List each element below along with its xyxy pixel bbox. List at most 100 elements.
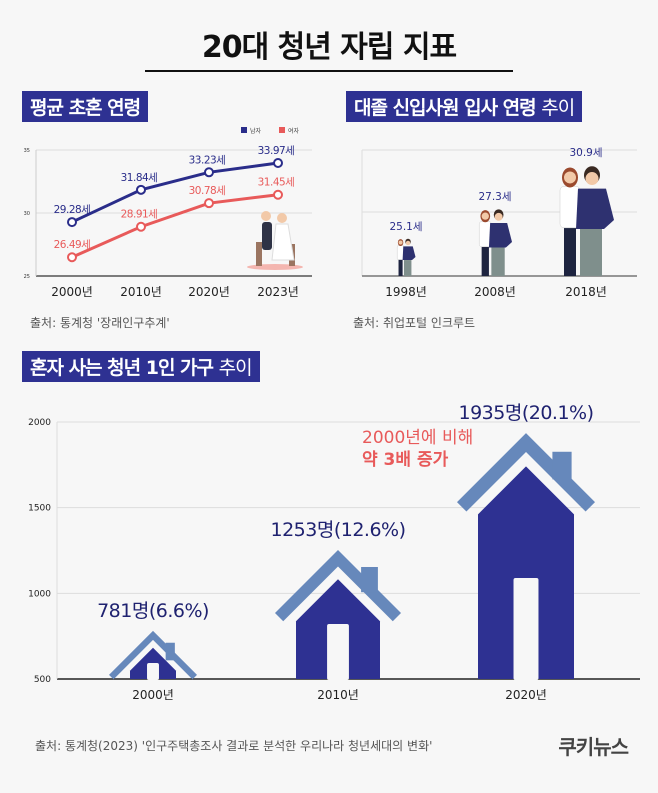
section-title-light: 추이 bbox=[218, 357, 253, 379]
data-label: 28.91세 bbox=[121, 209, 158, 221]
man-pants bbox=[580, 228, 602, 276]
series-line bbox=[71, 193, 279, 259]
data-label: 781명(6.6%) bbox=[97, 600, 209, 622]
house-roof bbox=[109, 630, 197, 680]
annotation-line1: 2000년에 비해 bbox=[362, 428, 474, 448]
data-label: 26.49세 bbox=[54, 239, 91, 251]
house-roof bbox=[275, 549, 401, 622]
woman-pants bbox=[481, 245, 489, 276]
x-tick-label: 2000년 bbox=[51, 285, 93, 299]
data-label: 31.84세 bbox=[121, 172, 158, 184]
data-label: 33.97세 bbox=[258, 145, 295, 157]
data-label: 1253명(12.6%) bbox=[270, 519, 405, 541]
hiring-age-chart: 25.1세 1998년 27.3세 2008년 30.9세 2018년 bbox=[361, 147, 637, 299]
woman-head bbox=[398, 240, 403, 245]
section-title-text: 혼자 사는 청년 1인 가구 bbox=[30, 357, 214, 379]
section-title-marriage: 평균 초혼 연령 bbox=[22, 91, 149, 122]
section-title-light: 추이 bbox=[541, 97, 575, 119]
man-shirt bbox=[488, 222, 512, 248]
y-tick-label: 1000 bbox=[28, 589, 51, 599]
man-pants bbox=[403, 260, 412, 276]
house-bar bbox=[457, 433, 595, 680]
data-point bbox=[67, 217, 77, 228]
data-label: 25.1세 bbox=[389, 221, 422, 233]
y-tick-label: 1500 bbox=[28, 504, 51, 514]
employee-figures bbox=[478, 209, 512, 276]
source-single: 출처: 통계청(2023) '인구주택총조사 결과로 분석한 우리나라 청년세대… bbox=[35, 739, 433, 753]
data-point bbox=[67, 252, 77, 263]
house-chimney bbox=[165, 642, 175, 661]
data-point bbox=[136, 221, 146, 232]
house-door bbox=[327, 624, 349, 680]
data-label: 30.9세 bbox=[569, 147, 602, 159]
data-point bbox=[136, 184, 146, 195]
woman-pants bbox=[564, 225, 576, 276]
data-label: 27.3세 bbox=[478, 191, 511, 203]
y-tick-label: 30 bbox=[24, 211, 30, 217]
source-hiring: 출처: 취업포털 인크루트 bbox=[353, 316, 476, 330]
marriage-age-chart: 25 30 35 2000년 2010년 2020년 2023년 남자 여자 29.28세 31.8… bbox=[24, 127, 312, 299]
data-point bbox=[204, 198, 214, 209]
man-head bbox=[405, 240, 411, 246]
house-bar bbox=[109, 630, 197, 680]
data-label: 31.45세 bbox=[258, 177, 295, 189]
annotation: 2000년에 비해 약 3배 증가 bbox=[362, 427, 473, 471]
x-tick-label: 1998년 bbox=[385, 285, 427, 299]
y-tick-label: 2000 bbox=[28, 418, 51, 428]
x-tick-label: 2023년 bbox=[257, 285, 299, 299]
data-label: 29.28세 bbox=[54, 204, 91, 216]
man-head bbox=[494, 212, 503, 221]
man-shirt bbox=[402, 246, 416, 261]
logo: 쿠키뉴스 bbox=[558, 735, 629, 759]
legend-label: 여자 bbox=[288, 127, 300, 135]
bride-head bbox=[277, 213, 287, 223]
x-tick-label: 2020년 bbox=[188, 285, 230, 299]
x-tick-label: 2018년 bbox=[565, 285, 607, 299]
house-door bbox=[147, 663, 159, 680]
legend-swatch bbox=[241, 127, 247, 133]
single-household-chart: 500 1000 1500 2000 781명(6.6%) 2000년 1253명(12.6… bbox=[28, 402, 640, 702]
bride-dress bbox=[271, 223, 295, 261]
data-label: 30.78세 bbox=[189, 185, 226, 197]
legend-swatch bbox=[279, 127, 285, 133]
section-title-text: 대졸 신입사원 입사 연령 bbox=[354, 97, 537, 119]
x-tick-label: 2008년 bbox=[474, 285, 516, 299]
data-point bbox=[273, 157, 283, 168]
title-underline bbox=[145, 70, 513, 72]
woman-head bbox=[481, 212, 489, 220]
page-title: 20대 청년 자립 지표 bbox=[201, 30, 457, 65]
y-tick-label: 25 bbox=[24, 274, 30, 280]
data-label: 1935명(20.1%) bbox=[458, 402, 593, 424]
data-point bbox=[273, 189, 283, 200]
y-tick-label: 35 bbox=[24, 148, 30, 154]
x-tick-label: 2010년 bbox=[120, 285, 162, 299]
house-chimney bbox=[552, 451, 572, 480]
legend-label: 남자 bbox=[250, 127, 262, 135]
section-title-single: 혼자 사는 청년 1인 가구 추이 bbox=[22, 351, 260, 382]
employee-figures bbox=[396, 238, 416, 276]
annotation-line2: 약 3배 증가 bbox=[362, 450, 449, 470]
x-tick-label: 2020년 bbox=[505, 688, 547, 702]
woman-head bbox=[564, 171, 576, 184]
source-marriage: 출처: 통계청 '장래인구추계' bbox=[30, 316, 170, 330]
x-tick-label: 2000년 bbox=[132, 688, 174, 702]
couple-illustration bbox=[247, 211, 303, 270]
woman-pants bbox=[398, 258, 403, 276]
x-tick-label: 2010년 bbox=[317, 688, 359, 702]
section-title-hiring: 대졸 신입사원 입사 연령 추이 bbox=[346, 91, 583, 122]
data-point bbox=[204, 167, 214, 178]
house-door bbox=[513, 578, 539, 680]
groom-head bbox=[261, 211, 271, 221]
groom-body bbox=[262, 222, 272, 250]
house-body bbox=[478, 466, 574, 679]
chair-leg bbox=[256, 242, 262, 266]
house-roof bbox=[457, 433, 595, 512]
data-label: 33.23세 bbox=[189, 154, 226, 166]
house-chimney bbox=[361, 566, 378, 593]
section-title-text: 평균 초혼 연령 bbox=[30, 97, 141, 119]
series-line bbox=[71, 161, 279, 224]
man-pants bbox=[491, 247, 505, 276]
employee-figures bbox=[559, 166, 614, 276]
man-shirt bbox=[576, 188, 614, 229]
